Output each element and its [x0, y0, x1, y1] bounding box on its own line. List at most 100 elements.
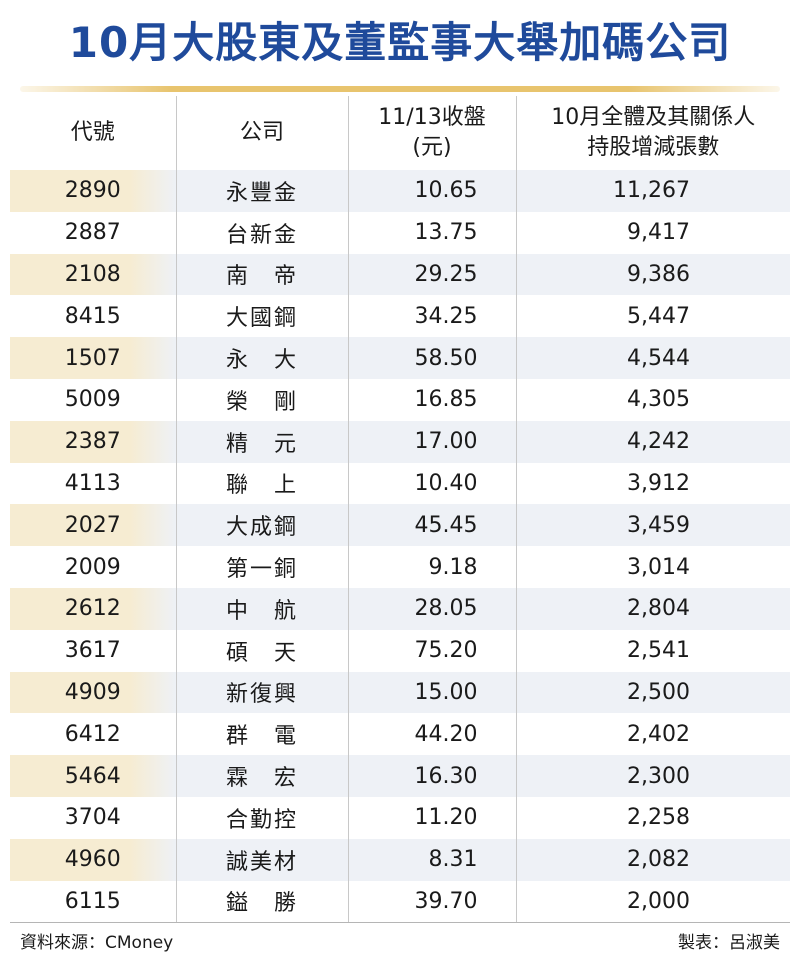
- table-row: 1507 永 大 58.50 4,544: [10, 337, 790, 379]
- header-change-line2: 持股增減張數: [587, 135, 720, 160]
- company-name-cell: 霖 宏: [175, 755, 348, 797]
- close-price-cell: 17.00: [347, 420, 516, 463]
- close-price-cell: 9.18: [347, 546, 516, 588]
- holding-change-cell: 2,300: [515, 755, 790, 797]
- table-row: 4113 聯 上 10.40 3,912: [10, 462, 790, 505]
- stock-code-cell: 4960: [10, 838, 176, 881]
- company-name-cell: 永 大: [175, 337, 348, 379]
- close-price-cell: 15.00: [347, 671, 516, 714]
- stock-code-cell: 3704: [64, 805, 121, 831]
- company-name-cell: 誠美材: [175, 838, 348, 881]
- stock-code-cell: 2387: [10, 420, 176, 463]
- company-name-cell: 聯 上: [175, 462, 348, 505]
- stock-code-cell: 6115: [64, 888, 121, 914]
- company-name-cell: 南 帝: [175, 253, 348, 296]
- holding-change-cell: 2,541: [515, 629, 790, 672]
- stock-code-cell: 8415: [64, 303, 121, 329]
- close-price-cell: 13.75: [347, 211, 516, 254]
- close-price-cell: 34.25: [347, 295, 516, 338]
- company-name-cell: 大成鋼: [175, 504, 348, 547]
- close-price-cell: 45.45: [347, 504, 516, 547]
- table-row: 2890 永豐金 10.65 11,267: [10, 170, 790, 212]
- close-price-cell: 44.20: [347, 713, 516, 756]
- stock-code-cell: 3617: [64, 638, 121, 664]
- close-price-cell: 28.05: [347, 587, 516, 630]
- header-change: 10月全體及其關係人 持股增減張數: [515, 96, 790, 170]
- holding-change-cell: 4,305: [515, 378, 790, 421]
- company-name-cell: 精 元: [175, 420, 348, 463]
- holding-change-cell: 3,912: [515, 462, 790, 505]
- holding-change-cell: 11,267: [515, 170, 790, 212]
- company-name-cell: 第一銅: [175, 546, 348, 588]
- header-change-line1: 10月全體及其關係人: [551, 105, 756, 130]
- company-name-cell: 合勤控: [175, 796, 348, 839]
- close-price-cell: 16.85: [347, 378, 516, 421]
- close-price-cell: 39.70: [347, 880, 516, 923]
- company-name-cell: 台新金: [175, 211, 348, 254]
- maker-note: 製表：呂淑美: [678, 933, 780, 953]
- company-name-cell: 群 電: [175, 713, 348, 756]
- stock-table-container: 代號 公司 11/13收盤 (元) 10月全體及其關係人 持股增減張數 2890…: [10, 96, 790, 923]
- header-code-label: 代號: [70, 120, 115, 145]
- close-price-cell: 10.40: [347, 462, 516, 505]
- holding-change-cell: 2,402: [515, 713, 790, 756]
- table-row: 2009 第一銅 9.18 3,014: [10, 546, 790, 588]
- stock-code-cell: 5009: [64, 387, 121, 413]
- holding-change-cell: 2,258: [515, 796, 790, 839]
- table-header: 代號 公司 11/13收盤 (元) 10月全體及其關係人 持股增減張數: [10, 96, 790, 170]
- holding-change-cell: 4,544: [515, 337, 790, 379]
- holding-change-cell: 2,500: [515, 671, 790, 714]
- close-price-cell: 75.20: [347, 629, 516, 672]
- stock-code-cell: 4909: [10, 671, 176, 714]
- table-row: 2108 南 帝 29.25 9,386: [10, 253, 790, 296]
- close-price-cell: 10.65: [347, 170, 516, 212]
- close-price-cell: 29.25: [347, 253, 516, 296]
- table-row: 5464 霖 宏 16.30 2,300: [10, 755, 790, 797]
- close-price-cell: 8.31: [347, 838, 516, 881]
- company-name-cell: 中 航: [175, 587, 348, 630]
- close-price-cell: 58.50: [347, 337, 516, 379]
- table-row: 2027 大成鋼 45.45 3,459: [10, 504, 790, 547]
- table-row: 6412 群 電 44.20 2,402: [10, 713, 790, 756]
- table-row: 4909 新復興 15.00 2,500: [10, 671, 790, 714]
- title-underline: [20, 86, 780, 92]
- stock-code-cell: 2890: [10, 170, 176, 212]
- holding-change-cell: 9,417: [515, 211, 790, 254]
- header-close: 11/13收盤 (元): [347, 96, 516, 170]
- stock-code-cell: 2108: [10, 253, 176, 296]
- stock-code-cell: 6412: [64, 721, 121, 747]
- table-row: 3617 碩 天 75.20 2,541: [10, 629, 790, 672]
- table-row: 8415 大國鋼 34.25 5,447: [10, 295, 790, 338]
- stock-code-cell: 1507: [10, 337, 176, 379]
- company-name-cell: 鎰 勝: [175, 880, 348, 923]
- holding-change-cell: 2,000: [515, 880, 790, 923]
- stock-table: 代號 公司 11/13收盤 (元) 10月全體及其關係人 持股增減張數 2890…: [10, 96, 790, 923]
- holding-change-cell: 4,242: [515, 420, 790, 463]
- stock-code-cell: 2009: [64, 554, 121, 580]
- holding-change-cell: 3,459: [515, 504, 790, 547]
- header-company: 公司: [175, 96, 348, 170]
- table-row: 5009 榮 剛 16.85 4,305: [10, 378, 790, 421]
- header-company-label: 公司: [239, 120, 284, 145]
- holding-change-cell: 9,386: [515, 253, 790, 296]
- footer: 資料來源：CMoney 製表：呂淑美: [10, 922, 790, 963]
- company-name-cell: 大國鋼: [175, 295, 348, 338]
- header-code: 代號: [10, 96, 176, 170]
- header-row: 代號 公司 11/13收盤 (元) 10月全體及其關係人 持股增減張數: [10, 96, 790, 170]
- stock-code-cell: 4113: [64, 470, 121, 496]
- holding-change-cell: 2,804: [515, 587, 790, 630]
- header-close-line2: (元): [412, 135, 452, 160]
- stock-code-cell: 2887: [64, 220, 121, 246]
- stock-code-cell: 2612: [10, 587, 176, 630]
- table-row: 2887 台新金 13.75 9,417: [10, 211, 790, 254]
- table-row: 6115 鎰 勝 39.70 2,000: [10, 880, 790, 923]
- header-close-line1: 11/13收盤: [378, 105, 486, 130]
- page-title: 10月大股東及董監事大舉加碼公司: [68, 18, 732, 67]
- close-price-cell: 16.30: [347, 755, 516, 797]
- stock-code-cell: 5464: [10, 755, 176, 797]
- table-row: 3704 合勤控 11.20 2,258: [10, 796, 790, 839]
- company-name-cell: 永豐金: [175, 170, 348, 212]
- stock-code-cell: 2027: [10, 504, 176, 547]
- table-row: 2387 精 元 17.00 4,242: [10, 420, 790, 463]
- holding-change-cell: 2,082: [515, 838, 790, 881]
